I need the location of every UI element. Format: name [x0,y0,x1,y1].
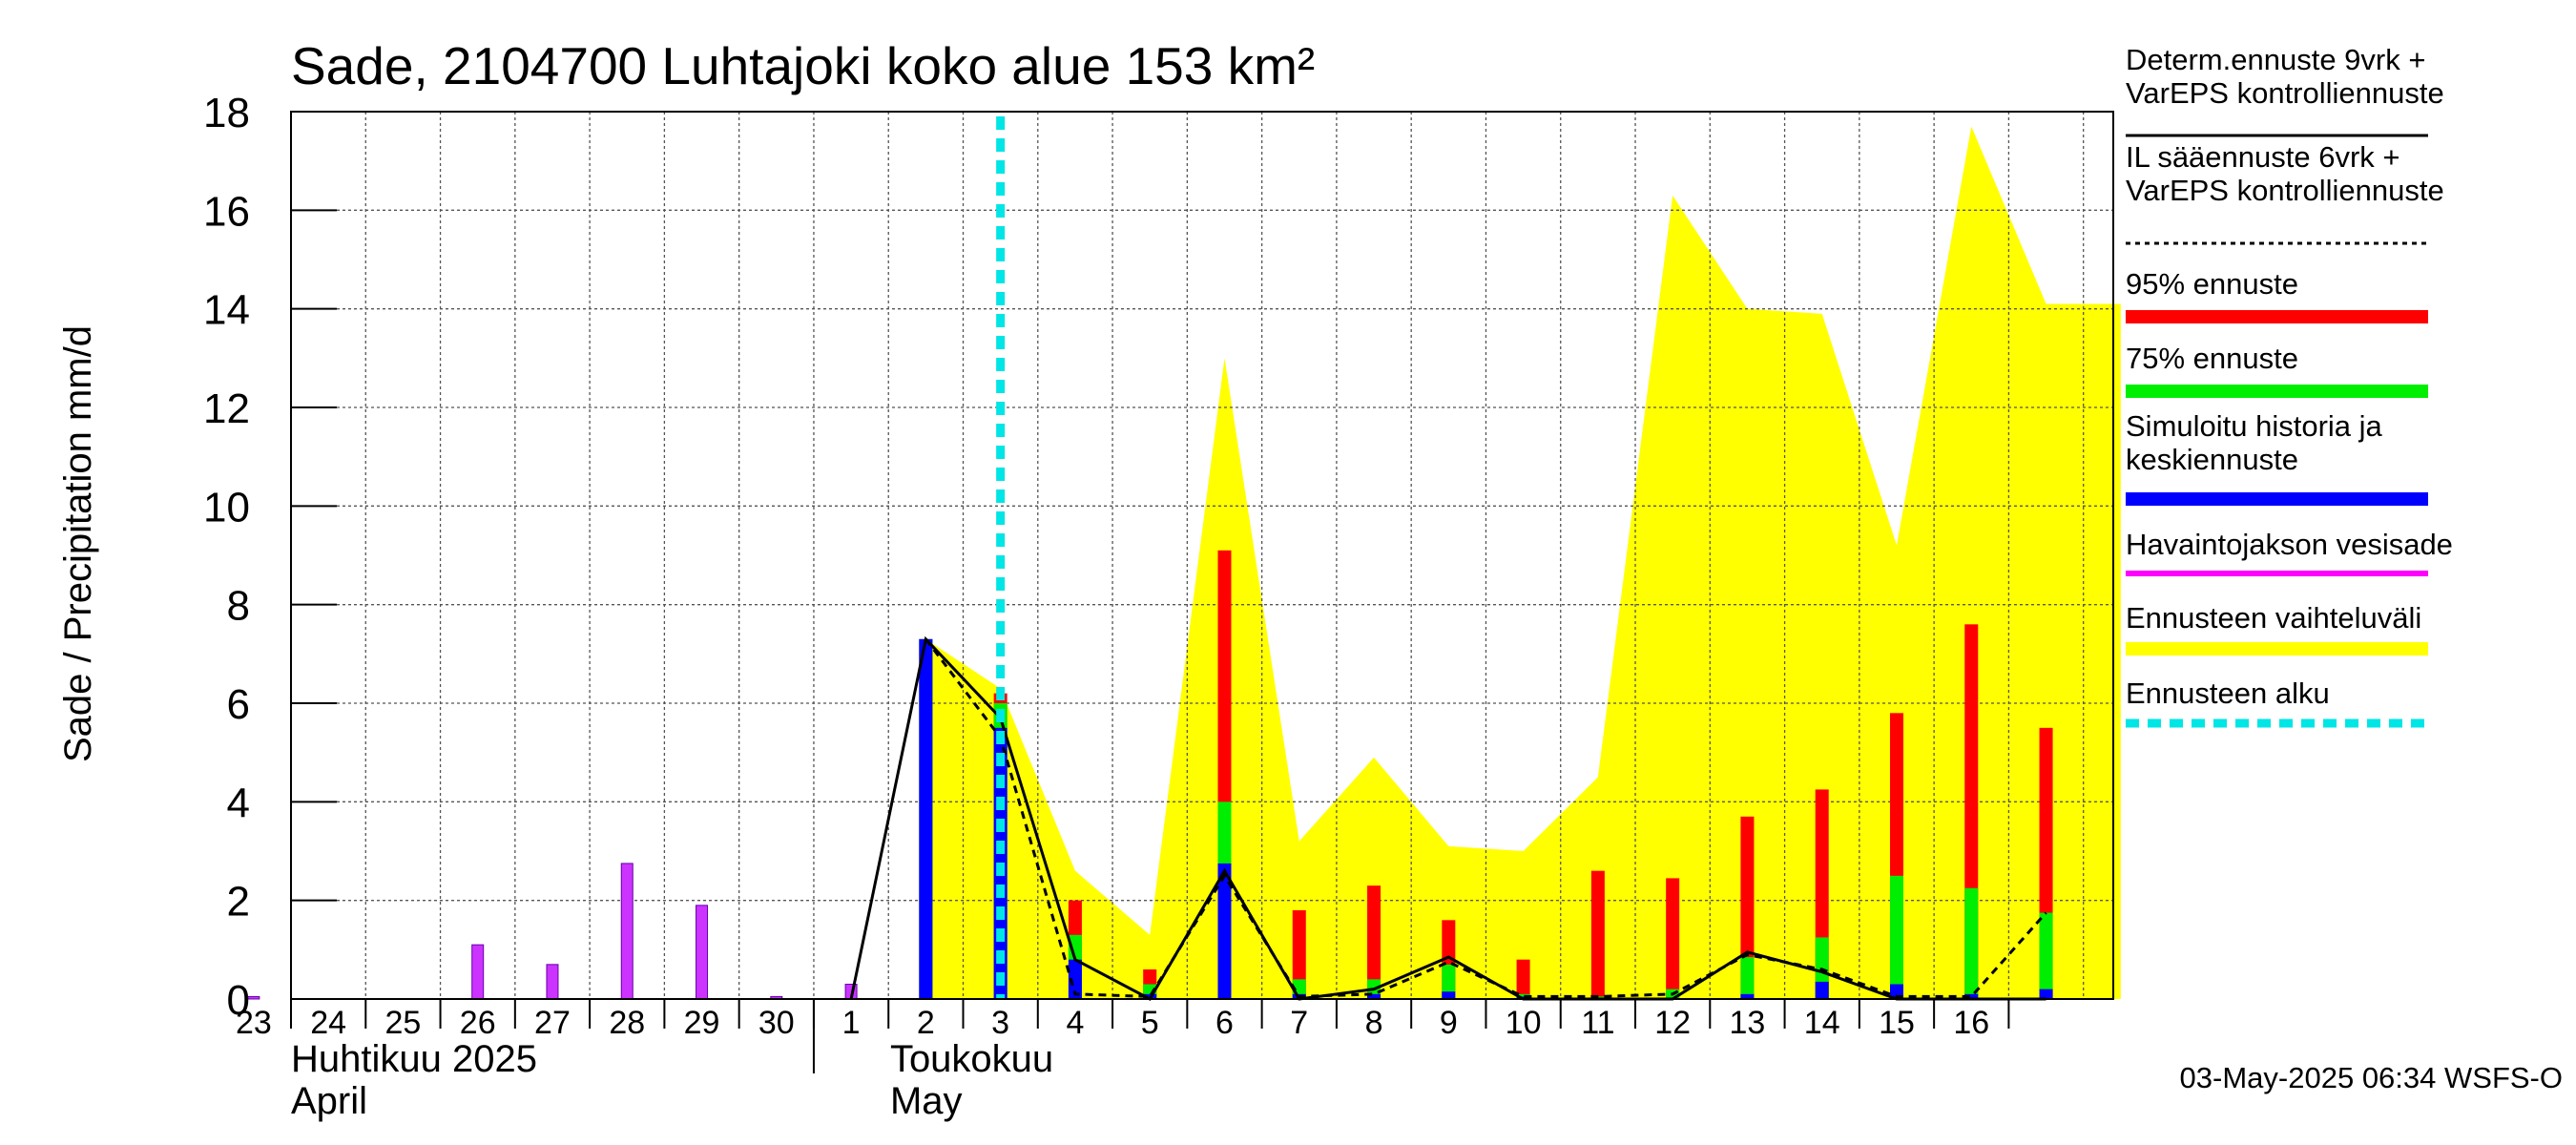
mean-bar [1068,959,1082,999]
p95-bar [1590,870,1605,999]
y-tick-label: 8 [227,583,250,630]
x-tick-label: 4 [1066,1005,1084,1041]
p95-bar [1292,910,1306,999]
p75-bar [2039,912,2053,999]
mean-bar [1442,991,1456,999]
observed-bar [696,905,709,1000]
y-tick-label: 4 [227,780,250,826]
mean-bar [2039,989,2053,999]
x-tick-label: 11 [1581,1005,1614,1041]
plot-frame [290,111,2114,1000]
x-tick-label: 12 [1654,1005,1691,1041]
month-label-english: April [291,1080,367,1122]
x-tick-label: 10 [1506,1005,1542,1041]
x-tick-label: 16 [1953,1005,1989,1041]
p95-bar [1516,959,1530,999]
timestamp-footer: 03-May-2025 06:34 WSFS-O [2180,1061,2563,1094]
x-tick-label: 6 [1215,1005,1234,1041]
x-tick-label: 3 [991,1005,1009,1041]
mean-bar [1964,993,1979,999]
p75-bar [1740,957,1755,999]
legend-label: VarEPS kontrolliennuste [2126,76,2444,110]
legend-label: Havaintojakson vesisade [2126,528,2453,561]
p75-bar [1964,887,1979,999]
x-tick-label: 2 [917,1005,935,1041]
legend-label: keskiennuste [2126,443,2298,476]
x-tick-label: 29 [684,1005,720,1041]
x-tick-label: 25 [385,1005,422,1041]
y-tick-label: 12 [203,385,250,432]
legend-label: 75% ennuste [2126,342,2298,375]
month-label-english: May [890,1080,963,1122]
legend-label: IL sääennuste 6vrk + [2126,140,2400,174]
y-tick-label: 16 [203,188,250,235]
x-tick-label: 15 [1879,1005,1915,1041]
legend-label: Ennusteen vaihteluväli [2126,601,2421,635]
x-tick-label: 24 [310,1005,346,1041]
x-tick-label: 13 [1730,1005,1766,1041]
y-axis-label: Sade / Precipitation mm/d [57,325,99,762]
x-tick-label: 27 [534,1005,571,1041]
observed-bar [471,944,485,1000]
x-tick-label: 26 [460,1005,496,1041]
legend-label: 95% ennuste [2126,267,2298,301]
observed-bar [247,995,260,1000]
mean-bar [919,638,933,999]
il-forecast-line [924,637,2047,998]
y-tick-label: 6 [227,681,250,728]
chart-title: Sade, 2104700 Luhtajoki koko alue 153 km… [291,36,1315,95]
p95-bar [1367,885,1381,999]
month-label: Toukokuu [890,1038,1053,1080]
legend-label: Ennusteen alku [2126,677,2330,710]
mean-bar [1740,993,1755,999]
legend-label: Simuloitu historia ja [2126,409,2383,443]
y-tick-label: 14 [203,287,250,334]
y-tick-label: 2 [227,879,250,926]
control-forecast-line [849,635,2046,1001]
x-tick-label: 5 [1141,1005,1159,1041]
x-tick-label: 8 [1365,1005,1383,1041]
y-tick-label: 18 [203,90,250,136]
x-tick-label: 7 [1290,1005,1308,1041]
mean-bar [1815,981,1829,999]
y-tick-label: 10 [203,484,250,531]
observed-bar [620,863,634,1000]
mean-bar [1217,863,1232,999]
p75-bar [1442,964,1456,999]
y-tick-label: 0 [227,977,250,1024]
mean-bar [1367,993,1381,999]
legend-label: VarEPS kontrolliennuste [2126,174,2444,207]
x-tick-label: 23 [236,1005,272,1041]
x-tick-label: 9 [1440,1005,1458,1041]
forecast-range-area [925,126,2121,999]
p95-bar [1666,878,1680,999]
x-tick-label: 30 [758,1005,795,1041]
legend-label: Determ.ennuste 9vrk + [2126,43,2425,76]
x-tick-label: 14 [1804,1005,1840,1041]
p75-bar [1889,875,1903,999]
legend: Determ.ennuste 9vrk +VarEPS kontrollienn… [2126,43,2453,728]
month-label: Huhtikuu 2025 [291,1038,537,1080]
observed-bar [546,964,559,1000]
x-tick-label: 28 [609,1005,645,1041]
x-tick-label: 1 [842,1005,861,1041]
